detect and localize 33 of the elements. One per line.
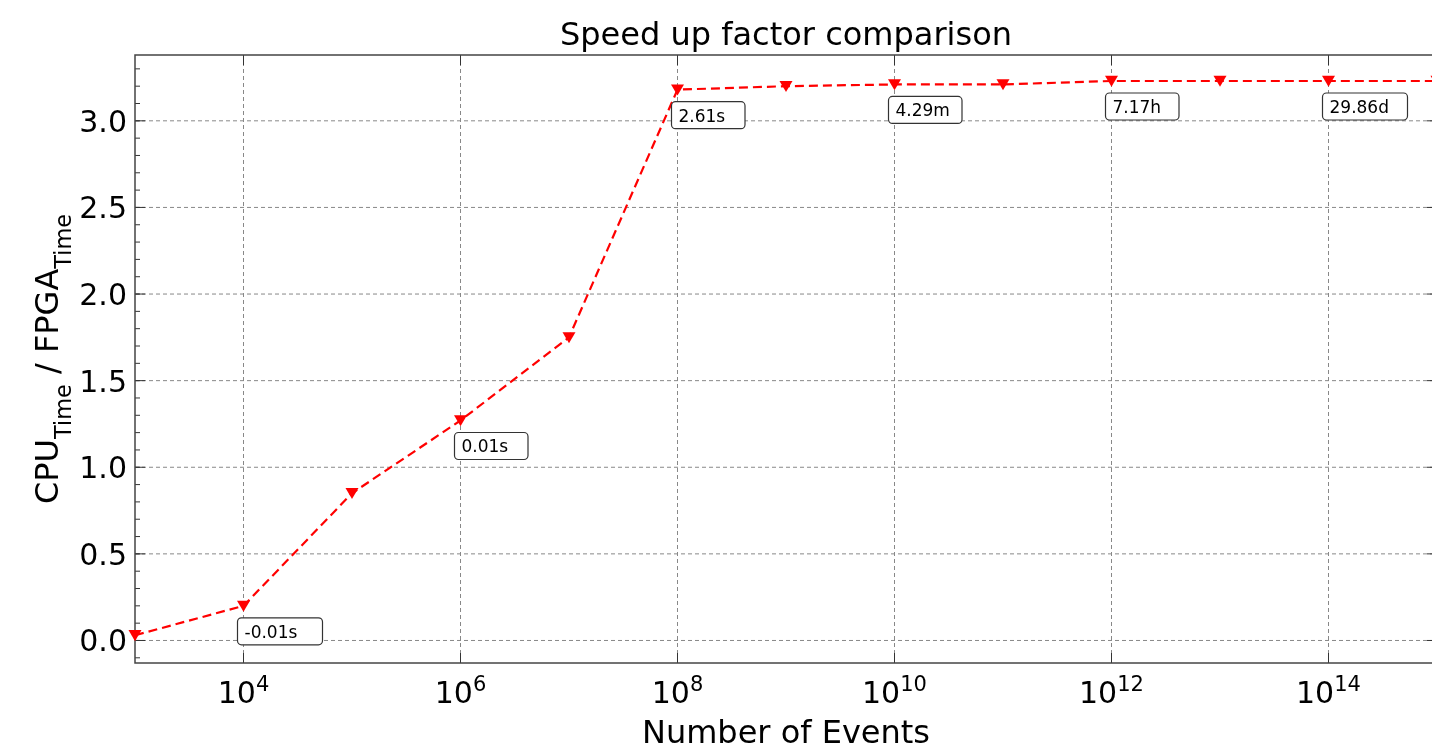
- point: [345, 488, 359, 500]
- point: [1213, 75, 1227, 87]
- x-tick-label: 10$^{12}$: [1079, 672, 1144, 710]
- point: [128, 630, 142, 642]
- y-tick-label: 2.5: [79, 190, 127, 226]
- point: [1322, 75, 1335, 87]
- y-tick-label: 1.5: [79, 363, 127, 399]
- annotation: 2.61s: [678, 105, 726, 126]
- y-tick-label: 0.0: [79, 623, 127, 659]
- annotation: -0.01s: [244, 621, 298, 642]
- x-tick-label: 10$^{14}$: [1296, 672, 1361, 710]
- y-tick-label: 0.5: [79, 536, 127, 572]
- y-tick-label: 2.0: [79, 277, 127, 313]
- point: [671, 84, 684, 96]
- y-tick-label: 1.0: [79, 450, 127, 486]
- point: [454, 415, 467, 427]
- point: [1105, 75, 1118, 87]
- x-tick-label: 10$^{10}$: [862, 672, 927, 710]
- annotation: 4.29m: [895, 100, 950, 121]
- annotation: 29.86d: [1329, 96, 1389, 117]
- x-tick-label: 10$^{8}$: [651, 672, 704, 710]
- y-tick-label: 3.0: [79, 103, 127, 139]
- point: [888, 79, 901, 91]
- point: [237, 600, 250, 612]
- x-tick-label: 10$^{4}$: [217, 672, 270, 710]
- point: [996, 79, 1010, 91]
- point: [562, 332, 576, 344]
- annotation: 7.17h: [1112, 96, 1162, 117]
- x-tick-label: 10$^{6}$: [434, 672, 487, 710]
- chart-title: Speed up factor comparison: [559, 15, 1013, 53]
- annotation: 0.01s: [461, 436, 509, 457]
- x-axis-title: Number of Events: [641, 713, 931, 751]
- point: [779, 80, 793, 93]
